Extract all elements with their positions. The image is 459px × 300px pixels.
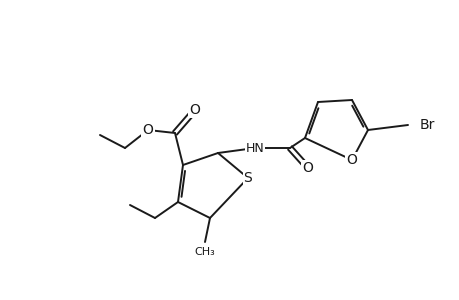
Text: O: O: [142, 123, 153, 137]
Text: O: O: [189, 103, 200, 117]
Text: HN: HN: [245, 142, 264, 154]
Text: O: O: [302, 161, 313, 175]
Text: Br: Br: [419, 118, 434, 132]
Text: S: S: [243, 171, 252, 185]
Text: O: O: [346, 153, 357, 167]
Text: CH₃: CH₃: [194, 247, 215, 257]
